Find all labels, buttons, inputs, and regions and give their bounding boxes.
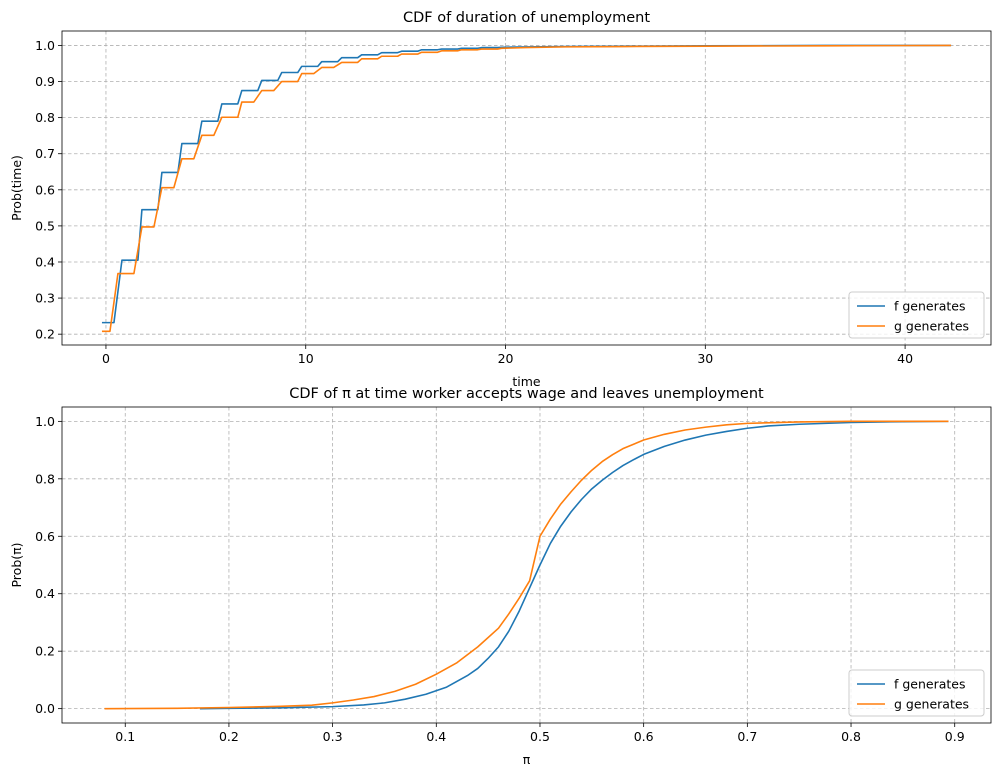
series-line-g <box>104 420 949 710</box>
y-axis-label: Prob(π) <box>9 542 24 587</box>
y-tick-label: 0.2 <box>35 327 55 342</box>
x-tick-label: 30 <box>697 351 713 366</box>
y-tick-label: 0.4 <box>35 586 55 601</box>
series-line-f <box>101 44 952 324</box>
y-tick-label: 0.5 <box>35 218 55 233</box>
legend-label-g: g generates <box>894 319 969 334</box>
y-tick-label: 0.3 <box>35 291 55 306</box>
x-tick-label: 0.8 <box>841 729 861 744</box>
plot-frame <box>61 406 992 724</box>
x-tick-label: 20 <box>498 351 514 366</box>
x-tick-label: 0.5 <box>530 729 550 744</box>
x-tick-label: 40 <box>897 351 913 366</box>
tick-labels: 0.1 0.2 0.3 0.4 0.5 0.6 0.7 0.8 0.9 0.0 0.2 0.4 0.6 0… <box>35 414 965 744</box>
chart-title: CDF of π at time worker accepts wage and… <box>289 386 764 402</box>
tick-labels: 0 10 20 30 40 0.2 0.3 0.4 0.5 0.6 0.7 0.8 0.9 1.0 <box>35 38 913 366</box>
series-line-f <box>199 420 949 710</box>
x-tick-label: 0.7 <box>737 729 757 744</box>
series-lines <box>104 420 949 710</box>
series-line-g <box>101 44 952 333</box>
series-lines <box>101 44 952 333</box>
y-tick-label: 0.2 <box>35 644 55 659</box>
legend-label-f: f generates <box>894 299 966 314</box>
x-axis-label: π <box>523 752 531 767</box>
y-tick-label: 1.0 <box>35 414 55 429</box>
x-axis-label: time <box>512 374 541 389</box>
pi-cdf-chart: CDF of π at time worker accepts wage and… <box>9 386 992 767</box>
plot-frame <box>61 30 992 346</box>
y-tick-label: 0.6 <box>35 529 55 544</box>
x-tick-label: 0.3 <box>323 729 343 744</box>
legend-label-f: f generates <box>894 677 966 692</box>
x-tick-label: 0.4 <box>426 729 446 744</box>
y-tick-label: 0.4 <box>35 254 55 269</box>
y-tick-label: 0.0 <box>35 701 55 716</box>
y-tick-label: 0.9 <box>35 74 55 89</box>
x-tick-label: 0.2 <box>219 729 239 744</box>
y-tick-label: 0.6 <box>35 182 55 197</box>
chart-title: CDF of duration of unemployment <box>403 10 650 26</box>
x-tick-label: 0.6 <box>634 729 654 744</box>
y-tick-label: 0.8 <box>35 110 55 125</box>
x-tick-label: 0.9 <box>945 729 965 744</box>
duration-cdf-chart: CDF of duration of unemployment time Pro… <box>9 10 992 389</box>
x-tick-label: 10 <box>298 351 314 366</box>
x-tick-label: 0.1 <box>115 729 135 744</box>
legend: f generates g generates <box>848 669 985 717</box>
gridlines <box>62 31 991 345</box>
y-tick-label: 0.8 <box>35 471 55 486</box>
y-tick-label: 0.7 <box>35 146 55 161</box>
x-tick-label: 0 <box>102 351 110 366</box>
y-axis-label: Prob(time) <box>9 155 24 221</box>
legend: f generates g generates <box>848 291 985 339</box>
y-tick-label: 1.0 <box>35 38 55 53</box>
legend-label-g: g generates <box>894 697 969 712</box>
